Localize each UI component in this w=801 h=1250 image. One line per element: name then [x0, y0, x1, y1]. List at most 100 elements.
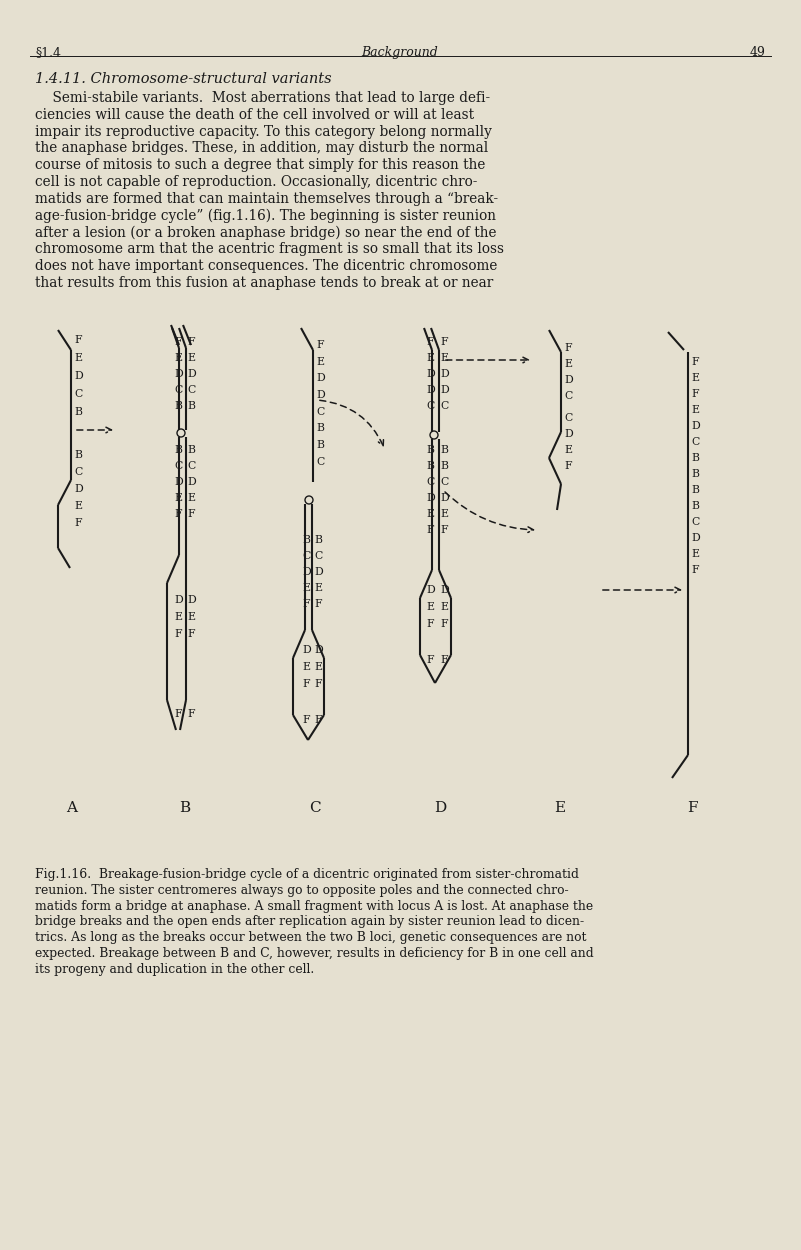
Text: B: B — [426, 461, 434, 471]
Text: D: D — [426, 585, 435, 595]
Text: C: C — [691, 518, 699, 528]
Text: D: D — [440, 492, 449, 502]
Text: F: F — [564, 461, 572, 471]
Text: B: B — [302, 535, 310, 545]
Text: C: C — [314, 551, 322, 561]
Text: B: B — [314, 535, 322, 545]
Text: E: E — [564, 445, 572, 455]
Text: B: B — [187, 401, 195, 411]
Text: D: D — [440, 385, 449, 395]
Text: D: D — [314, 645, 323, 655]
Text: F: F — [314, 599, 322, 609]
Text: age-fusion-bridge cycle” (fig.1.16). The beginning is sister reunion: age-fusion-bridge cycle” (fig.1.16). The… — [35, 209, 496, 222]
Text: C: C — [174, 461, 183, 471]
Text: C: C — [74, 468, 83, 478]
Text: C: C — [440, 401, 449, 411]
Text: D: D — [187, 595, 195, 605]
Text: E: E — [426, 352, 434, 362]
Text: F: F — [686, 801, 697, 815]
Text: E: E — [174, 612, 182, 622]
Text: D: D — [426, 492, 435, 502]
Text: E: E — [314, 582, 322, 592]
Text: D: D — [174, 595, 183, 605]
Text: E: E — [691, 372, 699, 382]
Text: B: B — [316, 440, 324, 450]
Text: E: E — [564, 359, 572, 369]
Text: D: D — [691, 532, 700, 542]
Text: F: F — [174, 338, 182, 348]
Text: ciencies will cause the death of the cell involved or will at least: ciencies will cause the death of the cel… — [35, 107, 474, 121]
Text: F: F — [174, 509, 182, 519]
Text: expected. Breakage between B and C, however, results in deficiency for B in one : expected. Breakage between B and C, howe… — [35, 948, 594, 960]
Text: D: D — [316, 390, 324, 400]
Text: its progeny and duplication in the other cell.: its progeny and duplication in the other… — [35, 962, 314, 976]
Text: E: E — [187, 612, 195, 622]
Text: D: D — [174, 369, 183, 379]
Text: F: F — [302, 679, 310, 689]
Text: Semi-stabile variants.  Most aberrations that lead to large defi-: Semi-stabile variants. Most aberrations … — [35, 91, 490, 105]
Text: E: E — [187, 352, 195, 362]
Text: F: F — [426, 655, 433, 665]
Text: course of mitosis to such a degree that simply for this reason the: course of mitosis to such a degree that … — [35, 159, 485, 172]
Text: B: B — [440, 445, 448, 455]
Text: D: D — [440, 369, 449, 379]
Text: F: F — [440, 619, 448, 629]
Text: D: D — [564, 429, 573, 439]
Text: C: C — [316, 408, 324, 418]
Text: E: E — [187, 492, 195, 502]
Text: D: D — [564, 375, 573, 385]
Text: D: D — [302, 568, 311, 578]
Text: that results from this fusion at anaphase tends to break at or near: that results from this fusion at anaphas… — [35, 276, 493, 290]
Text: D: D — [314, 568, 323, 578]
Text: chromosome arm that the acentric fragment is so small that its loss: chromosome arm that the acentric fragmen… — [35, 242, 504, 256]
Text: D: D — [691, 421, 700, 431]
Text: F: F — [314, 679, 322, 689]
Text: B: B — [691, 485, 699, 495]
Text: B: B — [74, 408, 82, 418]
Text: E: E — [440, 602, 448, 612]
Text: B: B — [174, 401, 182, 411]
Text: F: F — [426, 619, 433, 629]
Text: F: F — [691, 565, 698, 575]
Text: B: B — [174, 445, 182, 455]
Text: A: A — [66, 801, 78, 815]
Text: B: B — [691, 452, 699, 462]
Text: D: D — [74, 484, 83, 494]
Text: C: C — [564, 391, 572, 401]
Text: F: F — [174, 629, 182, 639]
Text: B: B — [74, 450, 82, 460]
Text: bridge breaks and the open ends after replication again by sister reunion lead t: bridge breaks and the open ends after re… — [35, 915, 584, 929]
Text: F: F — [691, 357, 698, 367]
Text: F: F — [187, 338, 195, 348]
Text: matids are formed that can maintain themselves through a “break-: matids are formed that can maintain them… — [35, 191, 498, 206]
Text: the anaphase bridges. These, in addition, may disturb the normal: the anaphase bridges. These, in addition… — [35, 141, 489, 155]
Text: E: E — [440, 509, 448, 519]
Text: F: F — [564, 342, 572, 352]
Text: E: E — [316, 357, 324, 367]
Text: C: C — [174, 385, 183, 395]
Text: Background: Background — [361, 46, 438, 59]
Text: F: F — [187, 709, 195, 719]
Text: E: E — [554, 801, 566, 815]
Text: F: F — [187, 509, 195, 519]
Text: B: B — [187, 445, 195, 455]
Text: D: D — [187, 369, 195, 379]
Text: F: F — [440, 338, 448, 348]
Text: E: E — [174, 352, 182, 362]
Text: D: D — [174, 478, 183, 488]
Text: C: C — [691, 438, 699, 448]
Text: B: B — [691, 501, 699, 511]
Text: B: B — [316, 422, 324, 432]
Text: does not have important consequences. The dicentric chromosome: does not have important consequences. Th… — [35, 259, 497, 272]
Text: F: F — [187, 629, 195, 639]
Text: F: F — [302, 715, 310, 725]
Text: E: E — [174, 492, 182, 502]
Text: D: D — [302, 645, 311, 655]
Text: F: F — [174, 709, 182, 719]
Text: reunion. The sister centromeres always go to opposite poles and the connected ch: reunion. The sister centromeres always g… — [35, 884, 569, 896]
Text: D: D — [187, 478, 195, 488]
Text: C: C — [564, 412, 572, 422]
Text: 1.4.11. Chromosome-structural variants: 1.4.11. Chromosome-structural variants — [35, 72, 332, 86]
Text: C: C — [316, 458, 324, 468]
Text: F: F — [691, 389, 698, 399]
